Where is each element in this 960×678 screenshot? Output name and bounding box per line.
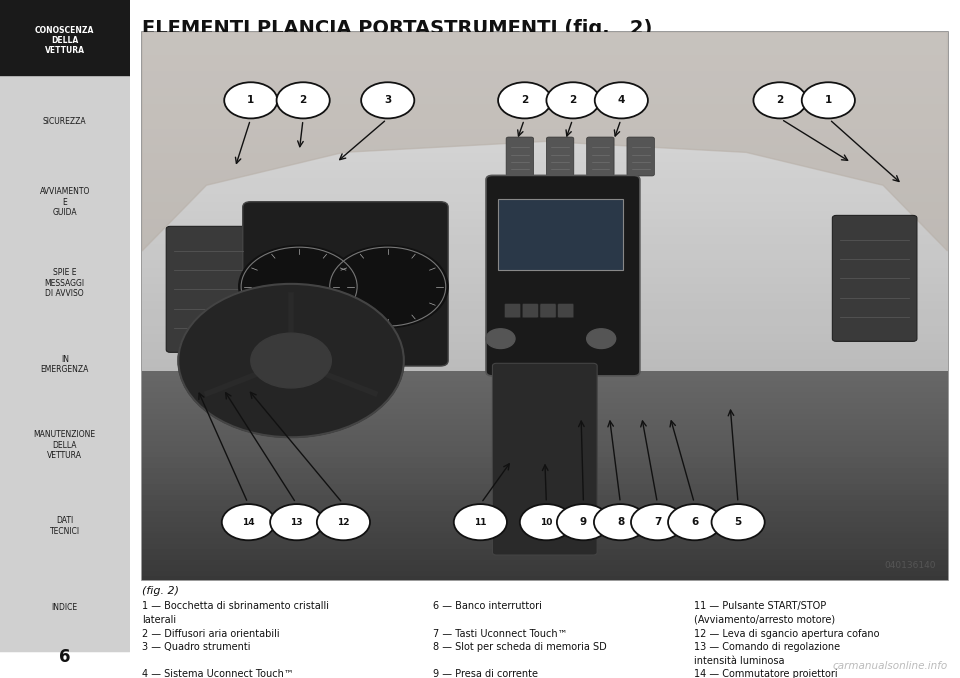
FancyBboxPatch shape — [558, 304, 574, 318]
Circle shape — [711, 504, 765, 540]
FancyBboxPatch shape — [0, 0, 132, 85]
Circle shape — [546, 82, 600, 119]
Circle shape — [594, 504, 647, 540]
Text: 7: 7 — [654, 517, 661, 527]
Circle shape — [361, 82, 415, 119]
Circle shape — [327, 245, 448, 327]
Text: 1 — Bocchetta di sbrinamento cristalli: 1 — Bocchetta di sbrinamento cristalli — [142, 601, 329, 612]
Text: 2: 2 — [777, 96, 783, 105]
Text: 3 — Quadro strumenti: 3 — Quadro strumenti — [142, 642, 251, 652]
Bar — [142, 32, 948, 580]
Text: (fig. 2): (fig. 2) — [142, 586, 180, 597]
Text: 14 — Commutatore proiettori: 14 — Commutatore proiettori — [694, 669, 838, 678]
Text: 1: 1 — [247, 96, 254, 105]
Circle shape — [557, 504, 610, 540]
Text: 13 — Comando di regolazione: 13 — Comando di regolazione — [694, 642, 840, 652]
FancyBboxPatch shape — [0, 238, 132, 329]
Circle shape — [239, 245, 360, 327]
FancyBboxPatch shape — [506, 137, 534, 176]
Circle shape — [179, 284, 404, 437]
FancyBboxPatch shape — [166, 226, 251, 353]
FancyBboxPatch shape — [522, 304, 539, 318]
Text: 11 — Pulsante START/STOP: 11 — Pulsante START/STOP — [694, 601, 827, 612]
Text: INDICE: INDICE — [52, 603, 78, 612]
Text: (Avviamento/arresto motore): (Avviamento/arresto motore) — [694, 615, 835, 625]
FancyBboxPatch shape — [505, 304, 520, 318]
Circle shape — [802, 82, 855, 119]
Text: CONOSCENZA
DELLA
VETTURA: CONOSCENZA DELLA VETTURA — [36, 26, 94, 56]
Text: 6: 6 — [691, 517, 698, 527]
Text: DATI
TECNICI: DATI TECNICI — [50, 517, 80, 536]
Circle shape — [519, 504, 573, 540]
Text: AVVIAMENTO
E
GUIDA: AVVIAMENTO E GUIDA — [39, 187, 90, 217]
Circle shape — [317, 504, 370, 540]
Text: 1: 1 — [825, 96, 832, 105]
Text: 9 — Presa di corrente: 9 — Presa di corrente — [433, 669, 538, 678]
Circle shape — [587, 329, 615, 348]
Text: 040136140: 040136140 — [884, 561, 935, 570]
Text: 7 — Tasti Uconnect Touch™: 7 — Tasti Uconnect Touch™ — [433, 629, 567, 639]
Circle shape — [595, 82, 648, 119]
Text: 6: 6 — [60, 647, 70, 666]
Circle shape — [222, 504, 275, 540]
Text: 8: 8 — [617, 517, 624, 527]
FancyBboxPatch shape — [0, 562, 132, 652]
Text: 2: 2 — [569, 96, 577, 105]
Text: 8 — Slot per scheda di memoria SD: 8 — Slot per scheda di memoria SD — [433, 642, 607, 652]
Circle shape — [225, 82, 277, 119]
Text: 3: 3 — [384, 96, 392, 105]
Circle shape — [754, 82, 806, 119]
Text: 6 — Banco interruttori: 6 — Banco interruttori — [433, 601, 541, 612]
Circle shape — [486, 329, 515, 348]
Text: intensità luminosa: intensità luminosa — [694, 656, 784, 666]
FancyBboxPatch shape — [492, 363, 597, 555]
Circle shape — [276, 82, 329, 119]
FancyBboxPatch shape — [546, 137, 574, 176]
Text: 2: 2 — [521, 96, 528, 105]
Text: ELEMENTI PLANCIA PORTASTRUMENTI (fig.   2): ELEMENTI PLANCIA PORTASTRUMENTI (fig. 2) — [142, 19, 653, 38]
Text: carmanualsonline.info: carmanualsonline.info — [832, 661, 948, 671]
Circle shape — [454, 504, 507, 540]
Text: 5: 5 — [734, 517, 742, 527]
Circle shape — [631, 504, 684, 540]
Text: IN
EMERGENZA: IN EMERGENZA — [40, 355, 89, 374]
Text: 2 — Diffusori aria orientabili: 2 — Diffusori aria orientabili — [142, 629, 279, 639]
FancyBboxPatch shape — [243, 201, 448, 366]
FancyBboxPatch shape — [0, 76, 132, 167]
FancyBboxPatch shape — [0, 400, 132, 490]
FancyBboxPatch shape — [0, 319, 132, 410]
FancyBboxPatch shape — [0, 157, 132, 247]
Circle shape — [270, 504, 324, 540]
Polygon shape — [142, 32, 948, 251]
Text: 4: 4 — [617, 96, 625, 105]
FancyBboxPatch shape — [486, 176, 640, 376]
FancyBboxPatch shape — [0, 481, 132, 572]
Text: SPIE E
MESSAGGI
DI AVVISO: SPIE E MESSAGGI DI AVVISO — [45, 268, 84, 298]
Text: 4 — Sistema Uconnect Touch™: 4 — Sistema Uconnect Touch™ — [142, 669, 294, 678]
Text: 11: 11 — [474, 518, 487, 527]
Text: 13: 13 — [291, 518, 303, 527]
Text: 12: 12 — [337, 518, 349, 527]
Text: 14: 14 — [242, 518, 254, 527]
Text: 9: 9 — [580, 517, 587, 527]
Text: 12 — Leva di sgancio apertura cofano: 12 — Leva di sgancio apertura cofano — [694, 629, 879, 639]
Bar — [498, 199, 623, 270]
FancyBboxPatch shape — [627, 137, 655, 176]
Circle shape — [251, 333, 331, 388]
Text: MANUTENZIONE
DELLA
VETTURA: MANUTENZIONE DELLA VETTURA — [34, 431, 96, 460]
Text: laterali: laterali — [142, 615, 177, 625]
Text: SICUREZZA: SICUREZZA — [43, 117, 86, 126]
FancyBboxPatch shape — [587, 137, 614, 176]
Circle shape — [498, 82, 551, 119]
FancyBboxPatch shape — [832, 216, 917, 342]
Text: 10: 10 — [540, 518, 553, 527]
Circle shape — [668, 504, 721, 540]
Text: 2: 2 — [300, 96, 307, 105]
FancyBboxPatch shape — [540, 304, 556, 318]
